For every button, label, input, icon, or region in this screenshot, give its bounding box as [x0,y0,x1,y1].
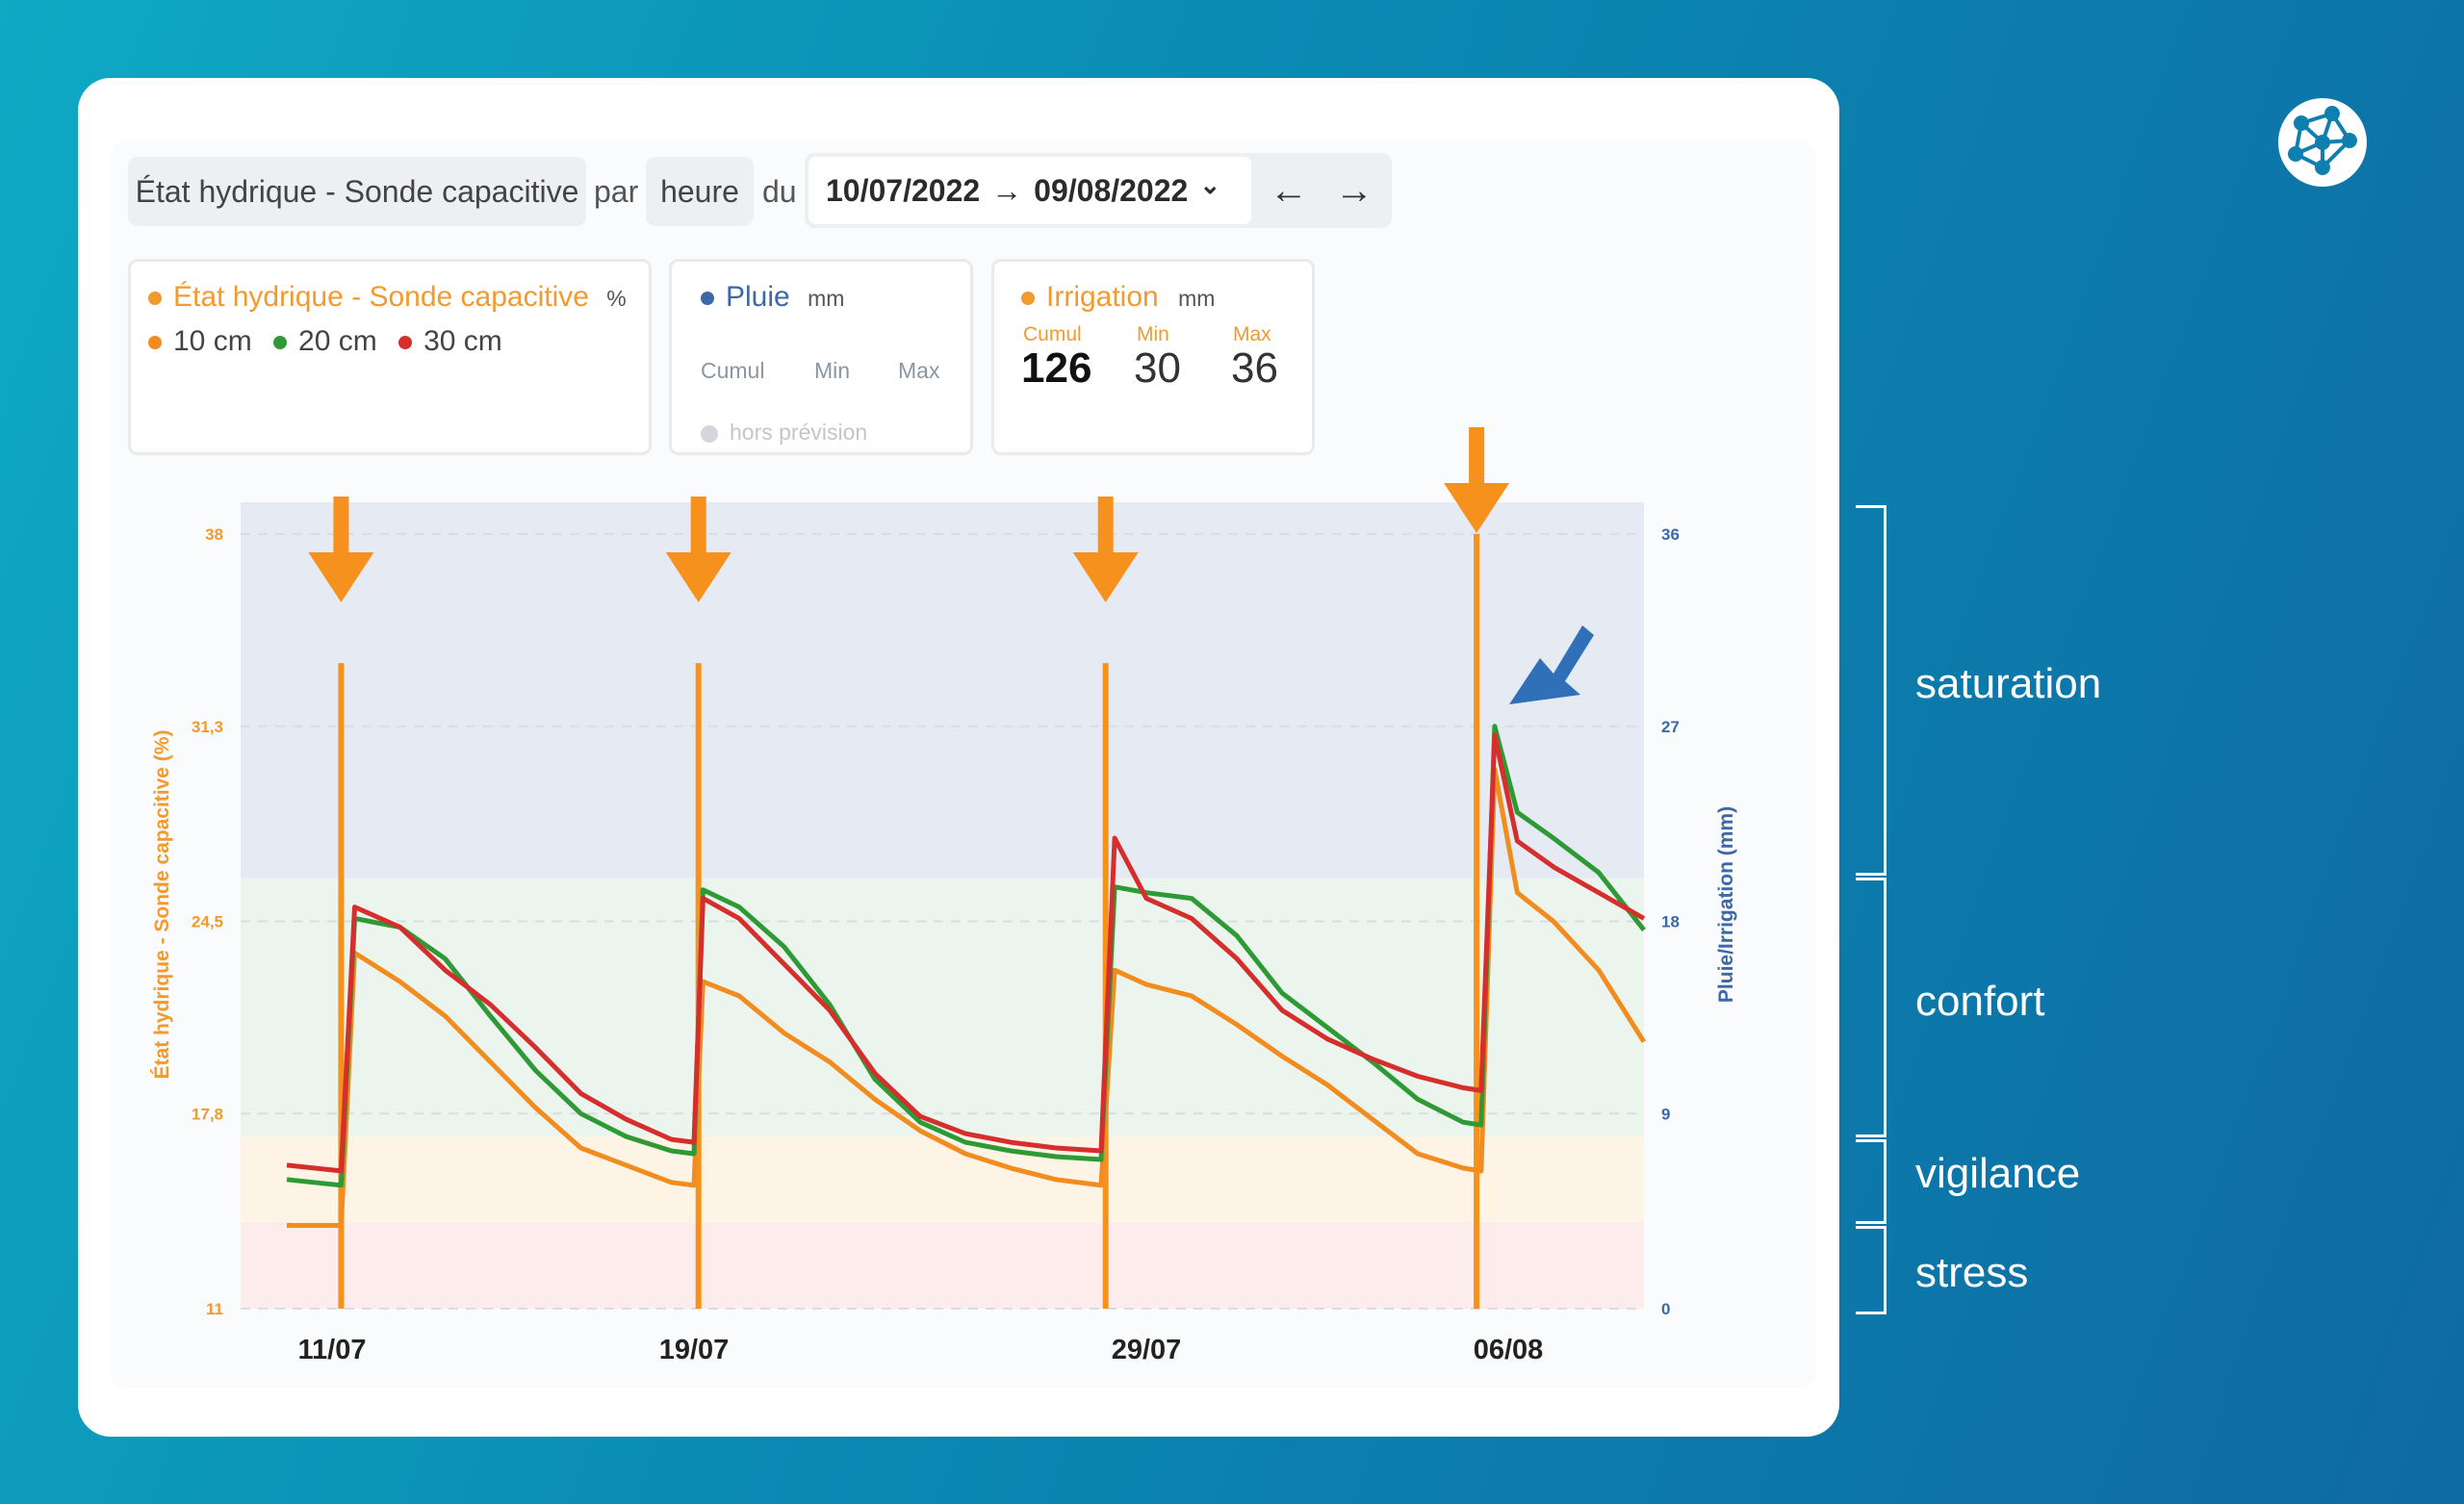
irrigation-cumul-value: 126 [1021,344,1092,392]
depth-20cm[interactable]: 20 cm [273,325,377,357]
red-dot-icon [398,336,413,350]
depth-10cm[interactable]: 10 cm [148,325,252,357]
depth-legend: 10 cm 20 cm 30 cm [148,325,502,358]
irrigation-cumul-label: Cumul [1023,323,1082,345]
date-range-picker: 10/07/2022 → 09/08/2022 ⌄ ← → [805,153,1392,228]
zone-label-vigilance: vigilance [1915,1150,2081,1197]
legend-rain-title[interactable]: Pluie mm [701,281,844,314]
par-label: par [594,173,639,209]
metric-select[interactable]: État hydrique - Sonde capacitive [128,157,586,226]
stress-bracket [1856,1226,1886,1314]
irrigation-unit: mm [1178,286,1216,311]
saturation-bracket [1856,505,1886,876]
legend-rain: Pluie mm Cumul Min Max hors prévision [669,259,973,455]
legend-irrigation-title[interactable]: Irrigation mm [1021,281,1215,314]
confort-bracket [1856,878,1886,1137]
depth-10cm-label: 10 cm [173,325,252,357]
network-globe-logo-icon [2278,98,2367,187]
zone-label-saturation: saturation [1915,660,2102,707]
irrigation-dot-icon [1021,292,1035,306]
vigilance-bracket [1856,1139,1886,1224]
moisture-unit: % [606,286,627,311]
date-from: 10/07/2022 [826,172,981,208]
forecast-dot-icon [701,424,718,443]
next-period-button[interactable]: → [1335,168,1373,212]
depth-30cm[interactable]: 30 cm [398,325,502,357]
period-select[interactable]: heure [646,157,754,226]
forecast-label: hors prévision [730,420,868,445]
du-label: du [762,173,797,209]
irrigation-max-value: 36 [1231,344,1278,392]
legend-irrigation: Irrigation mm Cumul Min Max 126 30 36 [991,259,1315,455]
legend-moisture-title[interactable]: État hydrique - Sonde capacitive % [148,281,627,314]
zone-label-stress: stress [1915,1249,2029,1296]
depth-30cm-label: 30 cm [424,325,502,357]
rain-unit: mm [808,286,845,311]
chevron-down-icon: ⌄ [1199,169,1221,199]
date-to: 09/08/2022 [1034,172,1189,208]
irrigation-min-label: Min [1137,323,1169,345]
zone-label-confort: confort [1915,978,2045,1025]
depth-20cm-label: 20 cm [298,325,377,357]
irrigation-min-value: 30 [1134,344,1181,392]
date-arrow-icon: → [991,172,1023,208]
rain-max-label: Max [898,358,940,383]
green-dot-icon [273,336,288,350]
rain-title: Pluie [726,281,790,313]
prev-period-button[interactable]: ← [1270,168,1308,212]
forecast-legend: hors prévision [701,420,867,446]
rain-min-label: Min [814,358,851,383]
moisture-title: État hydrique - Sonde capacitive [173,281,589,313]
orange-dot-icon [148,336,162,350]
moisture-dot-icon [148,292,162,306]
legend-moisture: État hydrique - Sonde capacitive % 10 cm… [128,259,652,455]
irrigation-title: Irrigation [1046,281,1159,313]
rain-cumul-label: Cumul [701,358,765,383]
rain-dot-icon [701,292,714,306]
date-range-field[interactable]: 10/07/2022 → 09/08/2022 ⌄ [808,157,1251,224]
irrigation-max-label: Max [1233,323,1271,345]
